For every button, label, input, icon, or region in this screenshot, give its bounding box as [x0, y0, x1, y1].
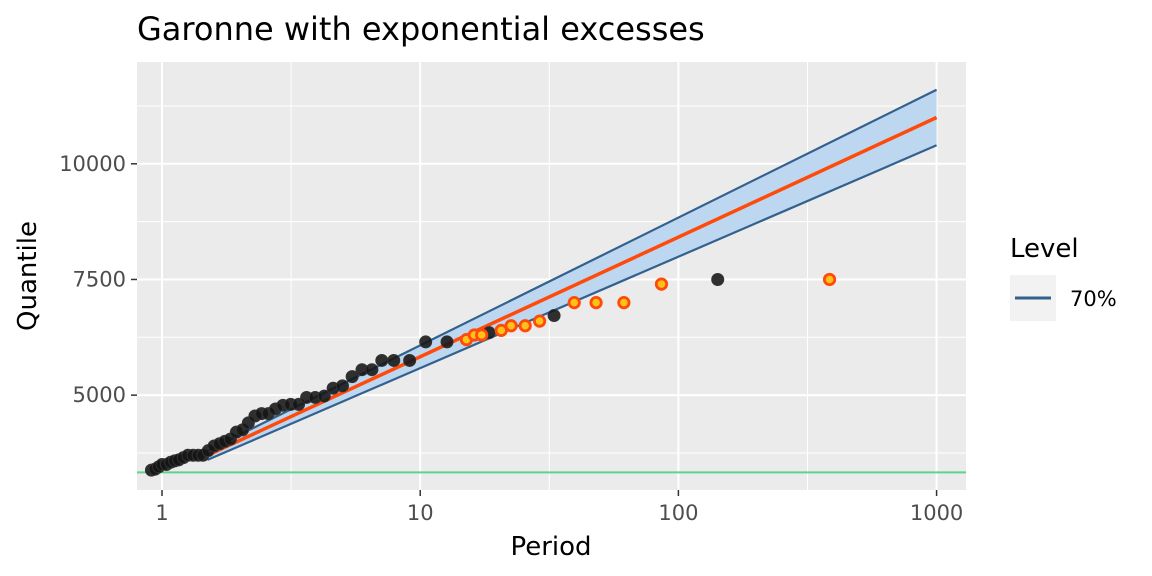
data-point	[403, 353, 417, 367]
data-point-orange	[822, 272, 837, 287]
chart-title: Garonne with exponential excesses	[137, 10, 705, 48]
x-axis-title: Period	[510, 532, 591, 562]
y-tick-label: 7500	[73, 267, 126, 291]
x-axis: 1 10 100 1000	[155, 490, 963, 525]
data-point	[547, 309, 561, 323]
y-axis-title: Quantile	[13, 221, 43, 331]
x-tick-label: 1000	[910, 501, 963, 525]
data-point	[440, 335, 454, 349]
legend-label-70: 70%	[1070, 287, 1117, 311]
data-point	[711, 272, 725, 286]
x-tick-label: 10	[407, 501, 434, 525]
data-point-orange	[567, 296, 581, 310]
data-point	[317, 389, 331, 403]
data-point-orange	[504, 319, 518, 333]
data-point	[419, 335, 433, 349]
grid-minor	[137, 62, 966, 490]
grid-major	[137, 62, 966, 490]
legend-title: Level	[1010, 234, 1079, 264]
data-point	[335, 379, 349, 393]
data-point	[345, 370, 359, 384]
data-point	[365, 363, 379, 377]
x-tick-label: 1	[155, 501, 168, 525]
data-point-orange	[518, 319, 532, 333]
y-tick-label: 5000	[73, 383, 126, 407]
data-point-orange	[589, 296, 603, 310]
legend: Level 70%	[1010, 234, 1117, 321]
confidence-band-fill	[207, 89, 937, 460]
data-point	[375, 353, 389, 367]
data-points	[144, 272, 837, 477]
data-point	[387, 353, 401, 367]
data-point-orange	[532, 314, 547, 328]
data-point-orange	[475, 328, 489, 342]
data-point-orange	[617, 296, 631, 310]
data-point-orange	[654, 277, 669, 291]
y-axis: 5000 7500 10000	[59, 152, 137, 407]
x-tick-label: 100	[658, 501, 698, 525]
y-tick-label: 10000	[59, 152, 126, 176]
